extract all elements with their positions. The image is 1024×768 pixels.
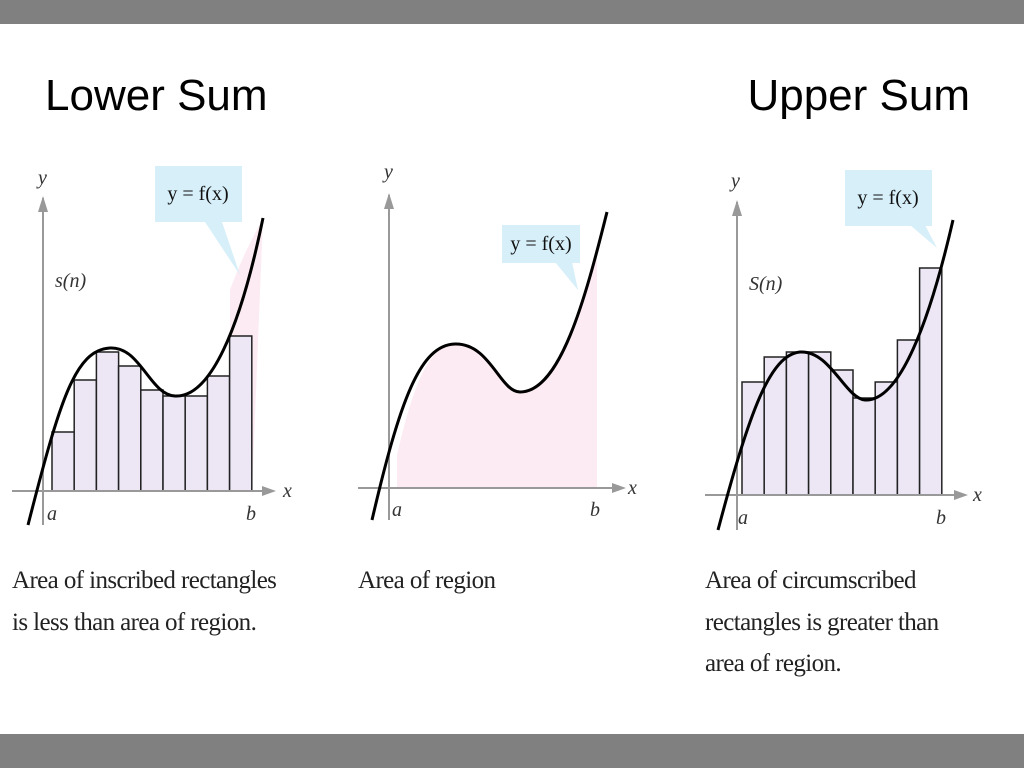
a-label: a: [392, 499, 402, 521]
sum-label: s(n): [55, 270, 86, 292]
caption: rectangles is greater than: [705, 609, 940, 636]
label-box: [502, 225, 580, 263]
rectangle: [763, 356, 788, 496]
right-title: Upper Sum: [747, 71, 970, 120]
arrow: [612, 483, 626, 493]
rectangle: [896, 339, 921, 496]
panel-upper: y = f(x) y x a b S(n) Area of circumscri…: [705, 170, 982, 677]
b-label: b: [936, 507, 946, 529]
rectangles: [51, 335, 253, 492]
caption: is less than area of region.: [12, 609, 256, 636]
y-label: y: [382, 161, 393, 183]
rectangle: [852, 397, 876, 496]
x-label: x: [282, 480, 292, 502]
arrow: [732, 200, 742, 216]
curve: [26, 217, 265, 526]
region: [397, 250, 597, 488]
y-label: y: [729, 170, 740, 192]
rectangle: [73, 379, 98, 492]
function-label: y = f(x): [857, 187, 918, 209]
caption: Area of inscribed rectangles: [12, 567, 276, 594]
y-label: y: [36, 167, 47, 189]
top-bar: [0, 0, 1024, 24]
left-title: Lower Sum: [45, 71, 268, 120]
x-label: x: [972, 484, 982, 506]
panel-region: y = f(x) y x a b Area of region: [358, 161, 637, 594]
rectangle: [807, 351, 832, 496]
pointer: [555, 262, 578, 290]
bottom-bar: [0, 734, 1024, 768]
caption: area of region.: [705, 650, 841, 677]
curve: [716, 219, 955, 531]
rectangle: [95, 351, 120, 492]
caption: Area of region: [358, 567, 496, 594]
rectangle: [184, 395, 209, 492]
a-label: a: [47, 503, 57, 525]
b-label: b: [590, 499, 600, 521]
rectangle: [140, 389, 164, 492]
rectangle: [117, 365, 142, 492]
rectangle: [874, 381, 899, 496]
rectangle: [51, 431, 75, 492]
rectangle: [228, 335, 253, 492]
caption: Area of circumscribed: [705, 567, 917, 594]
arrow: [262, 486, 276, 496]
label-box: [155, 166, 242, 222]
curve: [370, 211, 609, 521]
sum-label: S(n): [749, 273, 783, 295]
arrow: [954, 490, 968, 500]
x-label: x: [627, 477, 637, 499]
rectangle: [206, 375, 231, 492]
panel-lower: y = f(x) y x a b s(n) Area of inscribed …: [12, 166, 292, 636]
rectangle: [785, 351, 810, 496]
pointer: [205, 222, 240, 275]
a-label: a: [738, 507, 748, 529]
arrow: [384, 193, 394, 209]
function-label: y = f(x): [167, 183, 228, 205]
b-label: b: [246, 503, 256, 525]
label-box: [845, 170, 932, 226]
function-label: y = f(x): [510, 233, 571, 255]
rectangle: [162, 395, 186, 492]
arrow: [38, 196, 48, 212]
rectangles: [741, 267, 943, 496]
pointer: [910, 225, 937, 248]
